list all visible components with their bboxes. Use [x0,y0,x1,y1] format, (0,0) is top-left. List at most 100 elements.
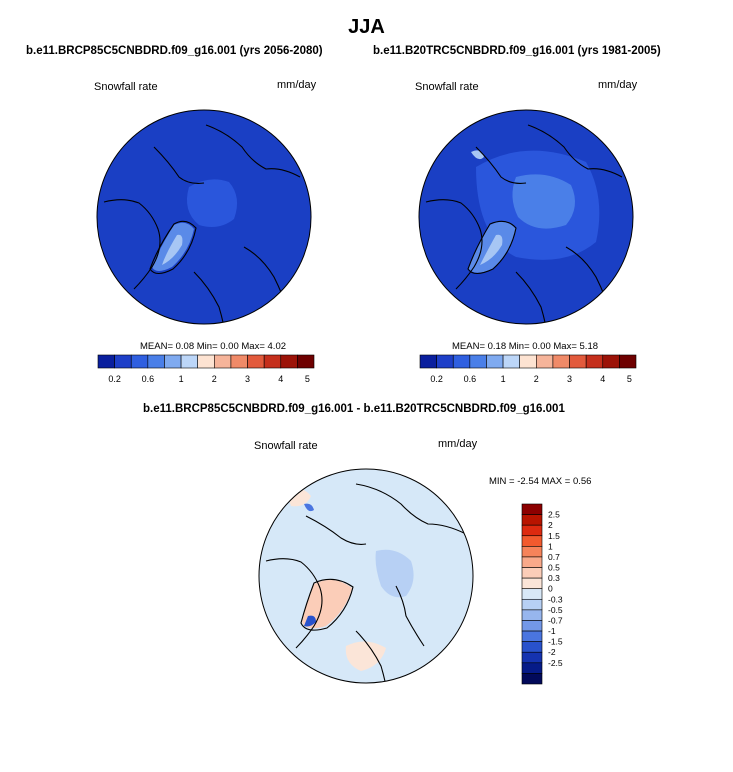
diff-colorbar-label: -0.3 [548,594,563,604]
left-polar-map [96,109,312,325]
left-colorbar-label: 1 [179,374,184,384]
right-arctic-core [512,174,575,229]
left-colorbar-label: 5 [305,374,310,384]
right-colorbar-swatch [519,354,537,369]
left-colorbar-label: 3 [245,374,250,384]
left-colorbar-swatch [230,354,248,369]
left-colorbar-swatch [214,354,232,369]
right-colorbar-swatch [486,354,504,369]
left-colorbar-swatch [247,354,265,369]
right-panel-title: b.e11.B20TRC5CNBDRD.f09_g16.001 (yrs 198… [373,45,661,57]
right-variable-label: Snowfall rate [415,81,479,93]
diff-colorbar-label: 0.3 [548,573,560,583]
right-colorbar-swatch [452,354,471,369]
left-panel-title: b.e11.BRCP85C5CNBDRD.f09_g16.001 (yrs 20… [26,45,323,57]
left-greenland-core [162,234,183,265]
diff-coastlines [265,483,467,683]
left-colorbar-swatch [197,354,215,369]
diff-greenland-cool-edge [304,615,316,627]
right-colorbar-swatch [436,354,454,369]
diff-units-label: mm/day [438,438,478,450]
diff-colorbar-swatch [521,641,543,653]
diff-colorbar: 2.521.510.70.50.30-0.3-0.5-0.7-1-1.5-2-2… [521,503,563,685]
diff-colorbar-swatch [521,662,543,674]
diff-colorbar-label: 1 [548,541,553,551]
diff-colorbar-swatch [521,588,543,600]
left-colorbar-swatch [297,354,315,369]
diff-panel-title: b.e11.BRCP85C5CNBDRD.f09_g16.001 - b.e11… [143,403,565,415]
diff-colorbar-label: 0 [548,584,553,594]
right-colorbar-label: 2 [534,374,539,384]
diff-colorbar-swatch [521,514,543,526]
diff-variable-label: Snowfall rate [254,440,318,452]
left-units-label: mm/day [277,79,317,91]
left-colorbar-label: 2 [212,374,217,384]
left-colorbar-swatch [147,354,165,369]
right-colorbar-swatch [619,354,637,369]
diff-colorbar-label: 1.5 [548,531,560,541]
diff-colorbar-swatch [521,567,543,579]
left-colorbar-swatch [280,354,298,369]
diff-colorbar-swatch [521,598,543,611]
diff-colorbar-label: -2.5 [548,658,563,668]
right-colorbar-label: 5 [627,374,632,384]
diff-colorbar-label: 2 [548,520,553,530]
diff-colorbar-swatch [521,524,543,537]
right-colorbar-swatch [502,354,520,369]
right-greenland-core [480,234,503,265]
diff-colorbar-label: 0.7 [548,552,560,562]
diff-stats: MIN = -2.54 MAX = 0.56 [489,476,592,487]
left-arctic-patch [186,179,238,227]
diff-colorbar-swatch [521,556,543,568]
diff-colorbar-swatch [521,620,543,632]
diff-colorbar-label: 0.5 [548,563,560,573]
right-colorbar-label: 1 [501,374,506,384]
right-colorbar-label: 0.2 [430,374,443,384]
diff-colorbar-label: -0.7 [548,615,563,625]
diff-colorbar-swatch [521,673,543,685]
left-colorbar-swatch [180,354,198,369]
diff-colorbar-swatch [521,503,543,515]
right-colorbar-swatch [585,354,604,369]
right-colorbar-swatch [419,354,437,369]
right-colorbar-label: 0.6 [464,374,477,384]
left-colorbar-swatch [114,354,132,369]
diff-cool-patch-arctic [375,549,414,598]
diff-colorbar-swatch [521,609,543,621]
right-colorbar-label: 4 [600,374,605,384]
right-colorbar-swatch [536,354,554,369]
diff-colorbar-label: -1 [548,626,556,636]
left-colorbar-label: 4 [278,374,283,384]
diff-colorbar-label: 2.5 [548,510,560,520]
left-colorbar: 0.20.6123456 [97,354,315,384]
diff-colorbar-swatch [521,577,543,590]
left-colorbar-swatch [97,354,115,369]
diff-map-border [258,468,474,684]
diff-colorbar-label: -1.5 [548,637,563,647]
diff-colorbar-label: -0.5 [548,605,563,615]
diff-polar-map [258,468,474,684]
left-stats: MEAN= 0.08 Min= 0.00 Max= 4.02 [140,341,287,352]
diff-cool-patch-alaska [304,503,314,512]
left-colorbar-swatch [164,354,182,369]
right-colorbar: 0.20.6123456 [419,354,637,384]
diff-warm-patch-b [345,641,386,671]
diff-colorbar-swatch [521,651,543,664]
left-colorbar-swatch [130,354,149,369]
right-stats: MEAN= 0.18 Min= 0.00 Max= 5.18 [452,341,599,352]
left-colorbar-label: 0.6 [142,374,155,384]
diff-colorbar-swatch [521,535,543,547]
diff-colorbar-swatch [521,630,543,642]
diff-colorbar-label: -2 [548,647,556,657]
right-colorbar-swatch [569,354,587,369]
right-map-border [418,109,634,325]
left-colorbar-swatch [263,354,282,369]
left-variable-label: Snowfall rate [94,81,158,93]
right-colorbar-swatch [469,354,487,369]
right-coastlines [425,124,623,324]
diff-colorbar-swatch [521,546,543,558]
right-polar-map [418,109,634,325]
right-colorbar-label: 3 [567,374,572,384]
season-title: JJA [348,16,385,38]
right-colorbar-swatch [552,354,570,369]
